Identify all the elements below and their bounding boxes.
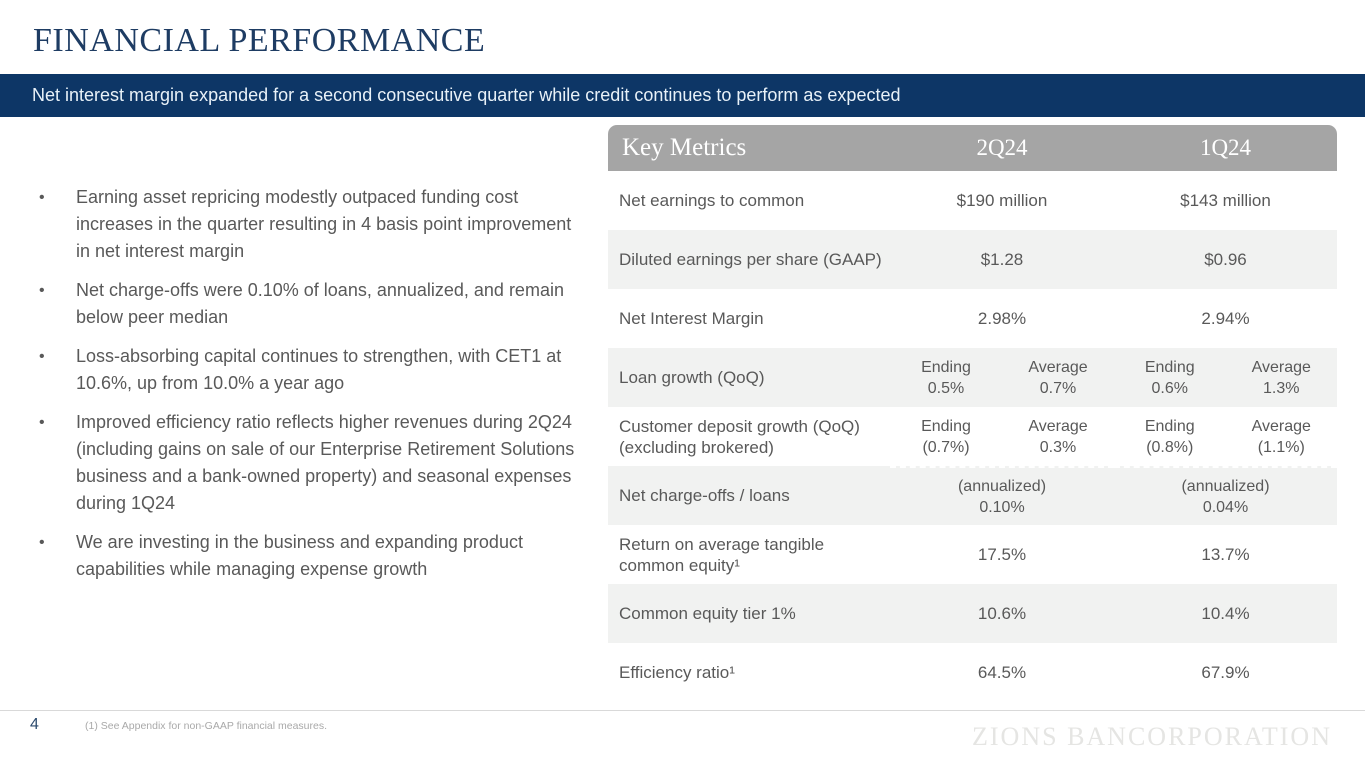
sub-metric: Ending (0.7%) [890,416,1002,458]
sub-metric: Average 0.7% [1002,357,1114,399]
metric-value-1q24: Ending 0.6% Average 1.3% [1114,348,1337,407]
metric-value-2q24: $190 million [956,191,1048,210]
metric-value-2q24: Ending 0.5% Average 0.7% [890,348,1114,407]
metric-value: 0.04% [1202,498,1249,516]
bullet-item: Net charge-offs were 0.10% of loans, ann… [36,277,584,331]
metric-value-1q24: $0.96 [1204,250,1247,269]
metric-note: (annualized) [957,477,1047,495]
metric-value-1q24: 2.94% [1201,309,1250,328]
sub-metric-label: Ending [1144,417,1195,435]
footer-divider [0,710,1365,711]
sub-metric: Average (1.1%) [1226,416,1338,458]
bullet-item: Earning asset repricing modestly outpace… [36,184,584,265]
table-row: Efficiency ratio¹ 64.5% 67.9% [608,643,1337,702]
sub-metric-label: Average [1251,417,1311,435]
key-metrics-table: Key Metrics 2Q24 1Q24 Net earnings to co… [608,125,1337,702]
sub-metric-label: Ending [1144,358,1195,376]
metric-value-2q24: 2.98% [977,309,1027,328]
metric-value-1q24: 67.9% [1201,663,1250,682]
table-row: Net Interest Margin 2.98% 2.94% [608,289,1337,348]
metric-value: 0.10% [979,498,1025,516]
column-header-1q24: 1Q24 [1199,135,1252,160]
sub-metric-value: (0.7%) [922,438,970,456]
table-row: Customer deposit growth (QoQ) (excluding… [608,407,1337,466]
table-row: Net earnings to common $190 million $143… [608,171,1337,230]
bullet-item: Loss-absorbing capital continues to stre… [36,343,584,397]
sub-metric: Ending 0.5% [890,357,1002,399]
metric-value-1q24: $143 million [1180,191,1271,210]
sub-metric: Ending (0.8%) [1114,416,1226,458]
column-header-2q24: 2Q24 [976,135,1028,160]
metric-label: Loan growth (QoQ) [619,368,765,387]
sub-metric-value: 0.5% [927,379,965,397]
table-row: Diluted earnings per share (GAAP) $1.28 … [608,230,1337,289]
metric-value-2q24: 64.5% [977,663,1027,682]
table-row: Net charge-offs / loans (annualized) 0.1… [608,466,1337,525]
table-row: Common equity tier 1% 10.6% 10.4% [608,584,1337,643]
sub-metric-value: 0.3% [1039,438,1077,456]
metric-label: Net Interest Margin [619,309,764,328]
metric-value-1q24: (annualized) 0.04% [1114,466,1337,525]
sub-metric-value: 0.6% [1151,379,1188,397]
metric-value-1q24: Ending (0.8%) Average (1.1%) [1114,407,1337,466]
metric-value-1q24: 13.7% [1201,545,1250,564]
metric-value-1q24: 10.4% [1201,604,1250,623]
table-row: Return on average tangible common equity… [608,525,1337,584]
footnote: (1) See Appendix for non-GAAP financial … [85,720,328,732]
metric-value-2q24: Ending (0.7%) Average 0.3% [890,407,1114,466]
bullet-item: We are investing in the business and exp… [36,529,584,583]
sub-metric-label: Ending [921,417,971,435]
metric-note: (annualized) [1181,477,1270,495]
sub-metric-label: Average [1028,358,1088,376]
sub-metric-value: 0.7% [1039,379,1077,397]
metric-label: Diluted earnings per share (GAAP) [619,250,882,269]
metric-label: Net earnings to common [619,191,805,210]
metric-label: Efficiency ratio¹ [619,663,735,682]
page-number: 4 [30,716,39,733]
sub-metric-label: Ending [921,358,971,376]
metric-value-2q24: 10.6% [977,604,1027,623]
sub-metric: Average 0.3% [1002,416,1114,458]
metric-label: Common equity tier 1% [619,604,796,623]
page-title: FINANCIAL PERFORMANCE [33,22,486,59]
highlights-bullet-list: Earning asset repricing modestly outpace… [36,184,584,595]
metric-value-2q24: $1.28 [980,250,1024,269]
metric-value-2q24: 17.5% [977,545,1027,564]
bullet-item: Improved efficiency ratio reflects highe… [36,409,584,517]
sub-metric: Ending 0.6% [1114,357,1226,399]
sub-metric: Average 1.3% [1226,357,1338,399]
sub-metric-label: Average [1251,358,1311,376]
subtitle-banner: Net interest margin expanded for a secon… [0,74,1365,117]
sub-metric-value: (0.8%) [1146,438,1194,456]
company-watermark: ZIONS BANCORPORATION [972,722,1332,751]
metric-label: Customer deposit growth (QoQ) (excluding… [619,416,860,457]
metric-label: Return on average tangible common equity… [619,534,825,575]
metric-value-2q24: (annualized) 0.10% [890,466,1114,525]
table-header-row: Key Metrics 2Q24 1Q24 [608,125,1337,171]
table-row: Loan growth (QoQ) Ending 0.5% Average 0.… [608,348,1337,407]
sub-metric-label: Average [1028,417,1088,435]
table-header-title: Key Metrics [622,134,747,161]
sub-metric-value: (1.1%) [1257,438,1305,456]
sub-metric-value: 1.3% [1263,379,1300,397]
metric-label: Net charge-offs / loans [619,486,790,505]
